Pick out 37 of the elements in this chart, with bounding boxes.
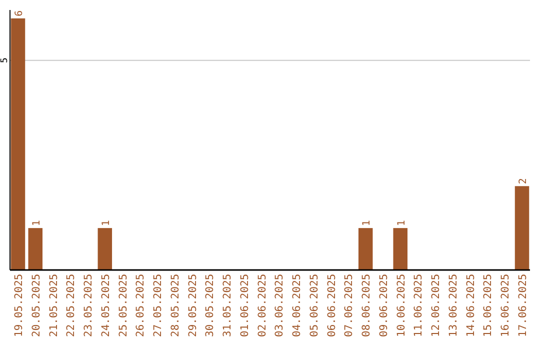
x-tick-label: 06.06.2025 (326, 274, 338, 337)
x-tick-label: 31.05.2025 (222, 274, 234, 337)
x-tick-label: 22.05.2025 (65, 274, 78, 337)
data-label: 1 (362, 220, 373, 226)
x-tick-label: 24.05.2025 (100, 274, 112, 337)
x-tick-label: 11.06.2025 (412, 274, 425, 337)
x-tick-label: 13.06.2025 (447, 274, 460, 337)
x-tick-label: 20.05.2025 (30, 274, 42, 337)
data-label: 1 (100, 220, 112, 226)
x-tick-label: 08.06.2025 (360, 274, 373, 337)
x-tick-label: 19.05.2025 (12, 274, 25, 337)
x-tick-label: 15.06.2025 (482, 274, 494, 337)
x-tick-label: 09.06.2025 (378, 274, 390, 337)
x-tick-label: 30.05.2025 (204, 274, 216, 337)
x-tick-label: 05.06.2025 (308, 274, 320, 337)
x-tick-label: 25.05.2025 (117, 274, 130, 337)
x-tick-label: 03.06.2025 (274, 274, 286, 337)
x-tick-label: 28.05.2025 (169, 274, 182, 337)
x-tick-label: 23.05.2025 (82, 274, 95, 337)
data-label: 2 (518, 178, 530, 184)
data-label: 1 (396, 220, 408, 226)
x-tick-label: 07.06.2025 (343, 274, 356, 337)
x-tick-label: 17.06.2025 (517, 274, 530, 337)
x-tick-label: 14.06.2025 (464, 274, 477, 337)
x-tick-label: 29.05.2025 (186, 274, 199, 337)
x-tick-label: 01.06.2025 (238, 274, 251, 337)
x-tick-label: 26.05.2025 (134, 274, 147, 337)
x-tick-label: 16.06.2025 (500, 274, 512, 337)
x-tick-label: 04.06.2025 (291, 274, 304, 337)
x-tick-label: 12.06.2025 (430, 274, 442, 337)
x-tick-label: 27.05.2025 (152, 274, 164, 337)
x-tick-label: 10.06.2025 (395, 274, 408, 337)
x-tick-label: 02.06.2025 (256, 274, 268, 337)
y-tick-label: 5 (0, 58, 10, 64)
x-tick-label: 21.05.2025 (48, 274, 60, 337)
data-label: 6 (14, 10, 25, 16)
data-label: 1 (31, 220, 42, 226)
